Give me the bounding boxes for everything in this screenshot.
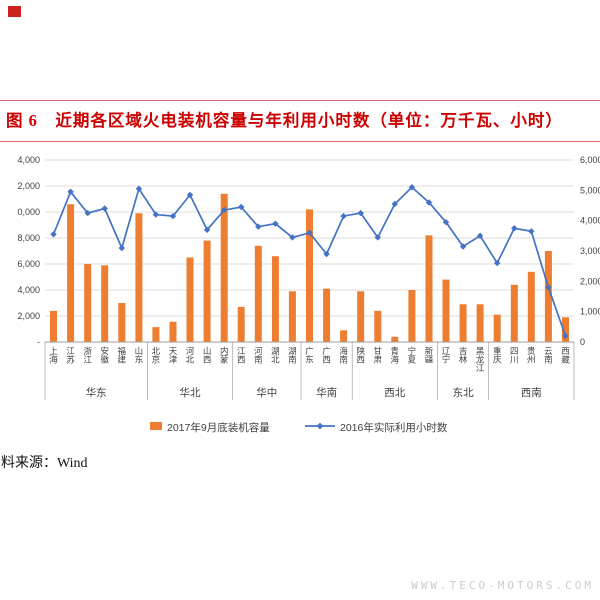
title-divider-top [0,100,600,101]
right-axis-labels: 6,000 5,000 4,000 3,000 2,000 1,000 0 [580,155,600,347]
svg-text:华南: 华南 [316,386,337,399]
figure-title: 图 6 近期各区域火电装机容量与年利用小时数（单位：万千瓦、小时） [6,111,563,130]
svg-text:辽宁: 辽宁 [442,346,451,365]
legend-line-marker [316,422,324,430]
svg-text:8,000: 8,000 [17,233,40,243]
svg-text:黑龙江: 黑龙江 [476,346,485,373]
site-watermark: WWW.TECO-MOTORS.COM [411,579,594,592]
svg-text:1,000: 1,000 [580,307,600,317]
svg-text:内蒙: 内蒙 [220,346,229,365]
chart-legend: 2017年9月底装机容量 2016年实际利用小时数 [150,421,448,434]
svg-text:4,000: 4,000 [580,216,600,226]
svg-text:东北: 东北 [453,386,474,399]
svg-text:山西: 山西 [203,346,212,365]
svg-text:0: 0 [580,337,585,347]
legend-line-label: 2016年实际利用小时数 [340,421,448,434]
svg-text:5,000: 5,000 [580,185,600,195]
svg-text:江西: 江西 [237,346,246,365]
left-axis-labels: 4,000 2,000 0,000 8,000 6,000 4,000 2,000 - [17,155,40,347]
legend-bar-label: 2017年9月底装机容量 [167,421,270,434]
capacity-utilization-chart: 4,000 2,000 0,000 8,000 6,000 4,000 2,000 - 6,00… [0,146,600,448]
svg-text:4,000: 4,000 [17,285,40,295]
svg-text:浙江: 浙江 [83,346,92,365]
svg-text:海南: 海南 [339,346,348,365]
region-separators [44,342,575,400]
svg-text:吉林: 吉林 [459,346,468,365]
svg-text:3,000: 3,000 [580,246,600,256]
chart-svg: 4,000 2,000 0,000 8,000 6,000 4,000 2,000 - 6,00… [17,155,600,434]
svg-text:6,000: 6,000 [580,155,600,165]
svg-text:云南: 云南 [544,346,553,365]
svg-text:河北: 河北 [186,346,195,365]
svg-text:-: - [37,337,40,347]
svg-text:西南: 西南 [521,386,542,399]
logo-fragment [8,6,21,17]
svg-text:安徽: 安徽 [100,346,109,365]
svg-text:广西: 广西 [322,346,331,365]
svg-text:4,000: 4,000 [17,155,40,165]
bar-series [50,193,569,342]
svg-text:2,000: 2,000 [17,181,40,191]
svg-text:华中: 华中 [256,386,277,399]
svg-text:河南: 河南 [254,346,263,365]
svg-text:湖南: 湖南 [288,346,297,365]
svg-text:2,000: 2,000 [580,276,600,286]
svg-text:甘肃: 甘肃 [374,346,383,365]
data-source-note: 料来源：Wind [1,456,88,471]
svg-text:6,000: 6,000 [17,259,40,269]
svg-text:四川: 四川 [510,346,519,365]
svg-text:江苏: 江苏 [66,346,75,365]
svg-text:西北: 西北 [384,387,405,399]
svg-text:陕西: 陕西 [356,346,365,365]
svg-text:0,000: 0,000 [17,207,40,217]
svg-text:天津: 天津 [169,346,178,365]
svg-text:福建: 福建 [118,346,127,365]
svg-text:青海: 青海 [391,346,400,365]
svg-text:华北: 华北 [180,386,201,399]
svg-text:重庆: 重庆 [493,346,502,365]
svg-text:宁夏: 宁夏 [408,346,417,365]
region-labels: 华东 华北 华中 华南 西北 东北 西南 [86,386,542,399]
svg-text:上海: 上海 [49,346,58,365]
svg-text:广东: 广东 [305,346,314,365]
svg-text:山东: 山东 [135,346,144,365]
svg-text:新疆: 新疆 [425,346,434,365]
svg-text:北京: 北京 [152,346,161,365]
svg-text:贵州: 贵州 [527,346,536,365]
legend-bar-swatch [150,422,162,430]
title-divider-bottom [0,141,600,142]
svg-text:2,000: 2,000 [17,311,40,321]
category-labels: 上海江苏浙江安徽福建山东北京天津河北山西内蒙江西河南湖北湖南广东广西海南陕西甘肃… [49,346,570,373]
svg-text:湖北: 湖北 [271,346,280,365]
svg-text:西藏: 西藏 [561,346,570,365]
svg-text:华东: 华东 [86,386,107,399]
